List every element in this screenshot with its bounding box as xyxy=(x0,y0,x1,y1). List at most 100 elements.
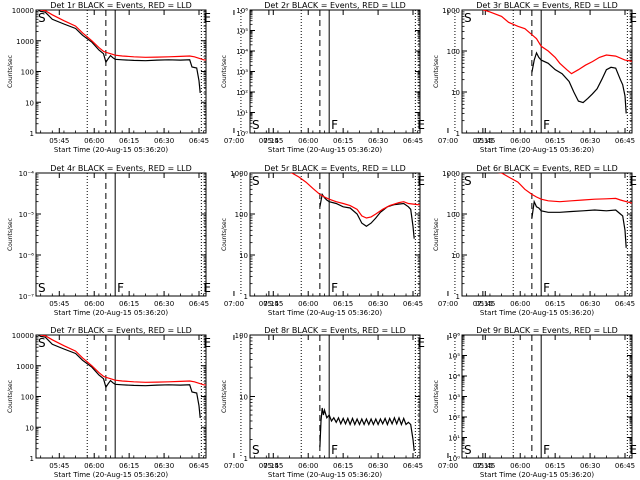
end-label: E xyxy=(203,336,211,350)
x-tick-label: 07:15 xyxy=(259,300,279,308)
y-tick-label: 1 xyxy=(244,455,248,463)
x-tick-label: 06:30 xyxy=(368,462,388,470)
plot-det-8: Det 8r BLACK = Events, RED = LLD 1 10 100 Co… xyxy=(221,326,493,479)
y-axis-label: Counts/sec xyxy=(221,55,228,88)
x-tick-label: 07:00 xyxy=(224,137,244,145)
end-label: E xyxy=(203,11,211,25)
y-tick-label: 10³ xyxy=(448,394,460,402)
y-tick-label: 100 xyxy=(235,211,248,219)
plot-frame xyxy=(35,334,207,459)
plot-title: Det 6r BLACK = Events, RED = LLD xyxy=(476,164,618,173)
x-tick-label: 06:30 xyxy=(580,462,600,470)
flare-label: F xyxy=(331,443,338,457)
plot-data xyxy=(497,173,632,248)
plot-title: Det 5r BLACK = Events, RED = LLD xyxy=(264,164,406,173)
y-tick-label: 100 xyxy=(21,69,34,77)
y-axis-label: Counts/sec xyxy=(433,55,440,88)
x-tick-label: 07:00 xyxy=(438,462,458,470)
x-tick-label: 06:15 xyxy=(545,137,565,145)
x-tick-label: 05:45 xyxy=(49,137,69,145)
end-label: E xyxy=(203,281,211,295)
x-tick-label: 06:45 xyxy=(403,137,423,145)
x-tick-label: 05:45 xyxy=(263,462,283,470)
start-label: S xyxy=(252,174,260,188)
end-label: E xyxy=(629,443,637,457)
y-tick-label: 10⁵ xyxy=(236,28,248,36)
flare-label: F xyxy=(331,281,338,295)
x-axis-label: Start Time (20-Aug-15 05:36:20) xyxy=(480,471,594,479)
flare-label: F xyxy=(543,281,550,295)
start-label: S xyxy=(464,174,472,188)
x-axis-label: Start Time (20-Aug-15 05:36:20) xyxy=(268,309,382,317)
x-tick-label: 06:00 xyxy=(84,462,104,470)
x-tick-label: 07:15 xyxy=(473,462,493,470)
start-label: S xyxy=(464,11,472,25)
y-tick-label: 10⁴ xyxy=(448,373,460,381)
x-tick-label: 07:15 xyxy=(473,137,493,145)
plot-title: Det 9r BLACK = Events, RED = LLD xyxy=(476,326,618,335)
plot-data xyxy=(37,335,206,419)
events-line xyxy=(531,51,627,114)
y-tick-label: 1 xyxy=(30,455,34,463)
x-tick-label: 06:45 xyxy=(615,300,635,308)
x-tick-label: 06:45 xyxy=(403,462,423,470)
plot-title: Det 2r BLACK = Events, RED = LLD xyxy=(264,1,406,10)
y-tick-label: 10000 xyxy=(12,7,34,15)
plot-frame xyxy=(249,334,421,459)
events-line xyxy=(37,335,201,419)
y-tick-label: 10⁰ xyxy=(236,130,248,138)
plot-data xyxy=(289,173,420,239)
start-label: S xyxy=(252,443,260,457)
y-axis-label: Counts/sec xyxy=(221,218,228,251)
y-axis-label: Counts/sec xyxy=(433,218,440,251)
y-tick-label: 1000 xyxy=(442,170,460,178)
x-tick-label: 06:00 xyxy=(84,137,104,145)
lld-line xyxy=(497,173,632,204)
x-tick-label: 06:30 xyxy=(154,300,174,308)
plot-frame xyxy=(249,9,421,134)
y-tick-label: 10⁻⁶ xyxy=(19,252,35,260)
x-tick-label: 06:00 xyxy=(510,462,530,470)
y-tick-label: 100 xyxy=(447,48,460,56)
y-tick-label: 1 xyxy=(30,130,34,138)
lld-line xyxy=(39,335,206,386)
end-label: E xyxy=(417,336,425,350)
x-tick-label: 05:45 xyxy=(263,137,283,145)
plot-data xyxy=(319,407,415,452)
plot-frame xyxy=(249,172,421,297)
x-tick-label: 06:45 xyxy=(615,137,635,145)
events-line xyxy=(37,10,201,94)
y-tick-label: 10 xyxy=(451,252,460,260)
y-tick-label: 10² xyxy=(448,414,460,422)
x-tick-label: 06:15 xyxy=(119,137,139,145)
x-tick-label: 06:15 xyxy=(333,300,353,308)
x-axis-label: Start Time (20-Aug-15 05:36:20) xyxy=(480,146,594,154)
y-tick-label: 10 xyxy=(25,424,34,432)
x-tick-label: 07:15 xyxy=(259,462,279,470)
plot-frame xyxy=(461,9,633,134)
x-tick-label: 05:45 xyxy=(49,300,69,308)
x-tick-label: 05:45 xyxy=(263,300,283,308)
x-axis-label: Start Time (20-Aug-15 05:36:20) xyxy=(54,146,168,154)
end-label: E xyxy=(629,11,637,25)
y-tick-label: 10² xyxy=(236,89,248,97)
x-tick-label: 07:00 xyxy=(224,462,244,470)
y-tick-label: 10⁻⁴ xyxy=(19,170,35,178)
x-tick-label: 06:45 xyxy=(189,300,209,308)
plot-frame xyxy=(35,9,207,134)
start-label: S xyxy=(38,281,46,295)
x-tick-label: 06:15 xyxy=(333,137,353,145)
y-tick-label: 100 xyxy=(235,332,248,340)
x-tick-label: 06:00 xyxy=(510,300,530,308)
lld-line xyxy=(39,10,206,61)
x-tick-label: 06:00 xyxy=(84,300,104,308)
plot-frame xyxy=(461,334,633,459)
plot-data xyxy=(481,10,632,114)
events-line xyxy=(319,407,415,452)
x-axis-label: Start Time (20-Aug-15 05:36:20) xyxy=(268,146,382,154)
plot-title: Det 3r BLACK = Events, RED = LLD xyxy=(476,1,618,10)
y-tick-label: 1000 xyxy=(230,170,248,178)
y-tick-label: 10000 xyxy=(12,332,34,340)
